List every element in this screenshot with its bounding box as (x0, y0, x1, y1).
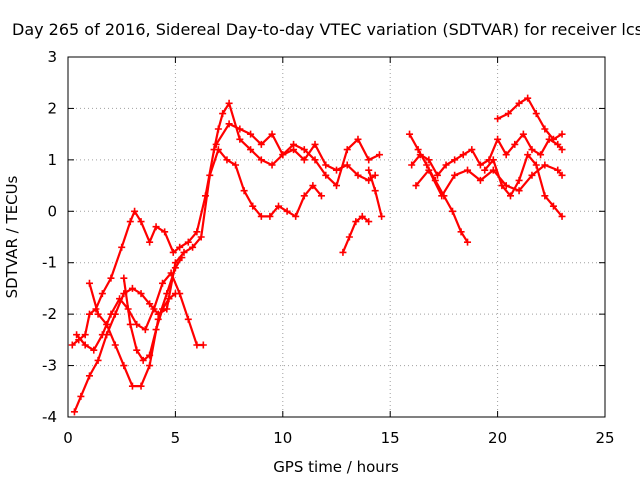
x-tick-label: 20 (488, 429, 507, 447)
x-tick-label: 5 (171, 429, 181, 447)
x-tick-label: 25 (595, 429, 614, 447)
chart-title: Day 265 of 2016, Sidereal Day-to-day VTE… (12, 20, 640, 39)
series-10 (408, 131, 565, 179)
data-point (71, 408, 78, 415)
y-tick-label: -1 (42, 254, 57, 272)
y-axis-label: SDTVAR / TECUs (3, 175, 21, 298)
y-tick-label: 0 (47, 202, 57, 220)
data-point (333, 167, 340, 174)
x-axis-label: GPS time / hours (273, 458, 399, 476)
x-tick-label: 10 (273, 429, 292, 447)
y-tick-label: 3 (47, 48, 57, 66)
data-point (193, 342, 200, 349)
x-tick-label: 15 (381, 429, 400, 447)
data-point (365, 167, 372, 174)
data-point (372, 187, 379, 194)
data-point (146, 239, 153, 246)
x-tick-label: 0 (63, 429, 73, 447)
data-point (129, 383, 136, 390)
data-point (138, 383, 145, 390)
data-point (206, 172, 213, 179)
data-point (120, 362, 127, 369)
data-point (86, 280, 93, 287)
axis-ticks: 0 5 10 15 20 25 -4 -3 -2 -1 0 1 2 3 (42, 48, 615, 447)
data-point (346, 234, 353, 241)
data-series (69, 95, 566, 416)
y-tick-label: -3 (42, 357, 57, 375)
data-point (339, 249, 346, 256)
data-point (153, 326, 160, 333)
data-point (376, 151, 383, 158)
data-point (77, 393, 84, 400)
data-point (120, 275, 127, 282)
series-line (498, 98, 562, 139)
series-13 (494, 95, 565, 143)
data-point (127, 321, 134, 328)
data-point (215, 126, 222, 133)
data-point (118, 244, 125, 251)
series-7 (339, 213, 372, 256)
data-point (146, 362, 153, 369)
data-point (200, 342, 207, 349)
y-tick-label: -2 (42, 305, 57, 323)
y-tick-label: 1 (47, 151, 57, 169)
y-tick-label: 2 (47, 99, 57, 117)
data-point (494, 115, 501, 122)
data-point (127, 218, 134, 225)
data-point (112, 342, 119, 349)
data-point (378, 213, 385, 220)
data-point (185, 316, 192, 323)
y-tick-label: -4 (42, 408, 57, 426)
